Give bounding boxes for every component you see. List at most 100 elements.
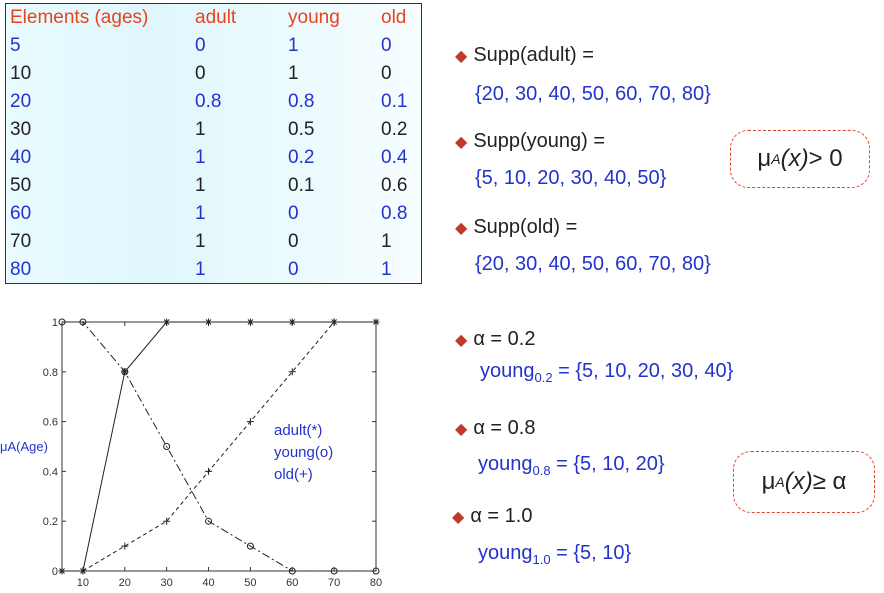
supp-young-text: Supp(young) = [473, 130, 606, 152]
header-elements: Elements (ages) [10, 7, 149, 28]
diamond-bullet-icon: ◆ [455, 421, 468, 438]
set-name: young [480, 360, 535, 382]
cell-adult: 1 [195, 147, 206, 168]
cell-adult: 1 [195, 259, 206, 280]
mu-arg: (x) [784, 468, 813, 495]
mu-symbol: μ [761, 468, 776, 495]
table-row: 10 0 1 0 [6, 60, 421, 88]
x-tick-label: 60 [286, 577, 298, 589]
diamond-bullet-icon: ◆ [452, 509, 465, 526]
circle-marker [372, 567, 380, 575]
plus-marker [330, 318, 338, 326]
plus-marker [372, 318, 380, 326]
cell-old: 0 [381, 35, 392, 56]
circle-marker [163, 443, 171, 450]
cell-young: 1 [288, 35, 299, 56]
cell-age: 5 [10, 35, 21, 56]
condition-rel: ≥ α [812, 468, 847, 495]
y-tick-label: 0.4 [43, 466, 58, 478]
diamond-bullet-icon: ◆ [455, 332, 468, 349]
plus-marker [163, 517, 171, 525]
cell-age: 80 [10, 259, 32, 280]
alpha-10-label: ◆ α = 1.0 [452, 505, 532, 528]
table-row: 50 1 0.1 0.6 [6, 172, 421, 200]
membership-chart: 0 0.2 0.4 0.6 0.8 1 10 20 30 40 50 60 70 80 adult(*) yo… [0, 317, 382, 589]
y-tick-label: 0 [52, 566, 58, 578]
table-row: 40 1 0.2 0.4 [6, 144, 421, 172]
cell-young: 0 [288, 231, 299, 252]
set-sub: 1.0 [532, 552, 551, 567]
set-name: young [478, 542, 533, 564]
cell-young: 0.8 [288, 91, 315, 112]
mu-arg: (x) [780, 145, 809, 172]
circle-marker [246, 542, 254, 550]
cell-adult: 1 [195, 119, 206, 140]
cell-adult: 0.8 [195, 91, 222, 112]
supp-young-label: ◆ Supp(young) = [455, 130, 605, 153]
table-row: 80 1 0 1 [6, 256, 421, 284]
header-adult: adult [195, 7, 237, 28]
set-values: = {5, 10} [550, 542, 632, 564]
alpha-10-set: young1.0 = {5, 10} [478, 542, 631, 567]
cell-adult: 0 [195, 63, 206, 84]
legend-entry: old(+) [274, 466, 313, 483]
supp-adult-set: {20, 30, 40, 50, 60, 70, 80} [475, 83, 711, 105]
cell-old: 0.4 [381, 147, 408, 168]
set-values: = {5, 10, 20, 30, 40} [552, 360, 734, 382]
table-header-row: Elements (ages) adult young old [6, 4, 421, 32]
condition-rel: > 0 [808, 145, 843, 172]
diamond-bullet-icon: ◆ [455, 48, 468, 65]
y-tick-label: 0.2 [43, 516, 58, 528]
alpha-cut-condition-bubble: μ A (x) ≥ α [733, 451, 875, 513]
plus-marker [246, 418, 254, 426]
table-row: 30 1 0.5 0.2 [6, 116, 421, 144]
y-axis-label: μA(Age) [0, 439, 48, 454]
mu-subscript: A [775, 474, 785, 490]
legend-entry: adult(*) [274, 422, 322, 439]
alpha-02-set: young0.2 = {5, 10, 20, 30, 40} [480, 360, 733, 385]
cell-young: 0 [288, 259, 299, 280]
supp-adult-text: Supp(adult) = [473, 44, 594, 66]
circle-marker [205, 517, 213, 525]
legend-entry: young(o) [274, 444, 333, 461]
set-name: young [478, 453, 533, 475]
alpha-08-set: young0.8 = {5, 10, 20} [478, 453, 665, 478]
x-tick-label: 80 [370, 577, 382, 589]
table-row: 20 0.8 0.8 0.1 [6, 88, 421, 116]
membership-table: Elements (ages) adult young old 5 0 1 0 10 0 1… [5, 3, 422, 284]
star-marker [163, 318, 171, 326]
cell-age: 10 [10, 63, 32, 84]
supp-adult-label: ◆ Supp(adult) = [455, 44, 594, 67]
cell-young: 0.1 [288, 175, 315, 196]
alpha-02-label: ◆ α = 0.2 [455, 328, 535, 351]
plus-marker [121, 542, 129, 550]
diamond-bullet-icon: ◆ [455, 220, 468, 237]
y-tick-label: 0.6 [43, 417, 58, 429]
x-tick-label: 10 [77, 577, 89, 589]
circle-marker [330, 567, 338, 575]
cell-young: 0.5 [288, 119, 315, 140]
cell-young: 0.2 [288, 147, 315, 168]
cell-age: 50 [10, 175, 32, 196]
x-tick-label: 40 [202, 577, 214, 589]
star-marker [205, 318, 213, 326]
alpha-08-label: ◆ α = 0.8 [455, 417, 535, 440]
alpha-08-text: α = 0.8 [473, 417, 536, 439]
cell-young: 0 [288, 203, 299, 224]
cell-young: 1 [288, 63, 299, 84]
cell-adult: 1 [195, 203, 206, 224]
x-tick-label: 50 [244, 577, 256, 589]
supp-old-set: {20, 30, 40, 50, 60, 70, 80} [475, 253, 711, 275]
support-condition-bubble: μ A (x) > 0 [730, 130, 870, 188]
plus-marker [288, 368, 296, 376]
x-tick-label: 30 [161, 577, 173, 589]
circle-marker [58, 318, 66, 326]
alpha-10-text: α = 1.0 [470, 505, 533, 527]
circle-marker [121, 368, 129, 376]
y-tick-label: 0.8 [43, 367, 58, 379]
cell-adult: 0 [195, 35, 206, 56]
mu-symbol: μ [757, 145, 772, 172]
y-tick-label: 1 [52, 317, 58, 329]
circle-marker [288, 567, 296, 575]
x-tick-label: 70 [328, 577, 340, 589]
